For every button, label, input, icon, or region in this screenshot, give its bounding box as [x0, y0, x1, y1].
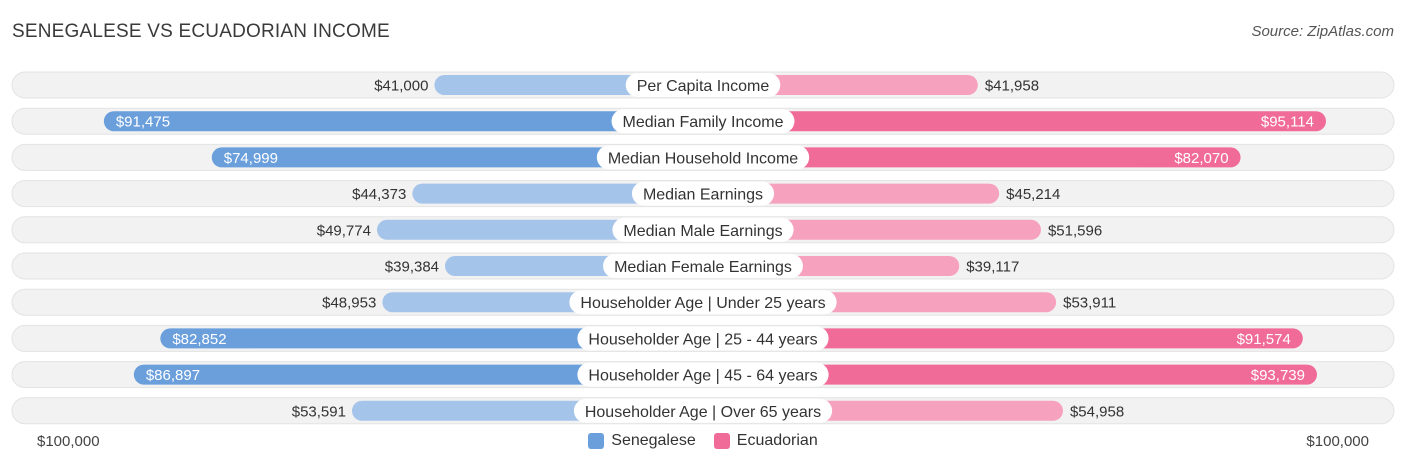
- value-label-ecuadorian-median-female-earnings: $39,117: [966, 259, 1019, 276]
- bar-ecuadorian-median-earnings: [703, 183, 1000, 204]
- value-label-senegalese-median-household-income: $74,999: [224, 150, 278, 167]
- bar-senegalese-householder-age-45-64-years: [133, 364, 703, 385]
- value-label-ecuadorian-median-family-income: $95,114: [1261, 114, 1314, 131]
- legend-label-ecuadorian: Ecuadorian: [736, 432, 818, 449]
- value-label-ecuadorian-median-earnings: $45,214: [1006, 186, 1060, 203]
- value-label-ecuadorian-median-household-income: $82,070: [1174, 150, 1228, 167]
- bar-ecuadorian-householder-age-45-64-years: [703, 364, 1317, 385]
- category-pill-median-earnings: [631, 181, 775, 206]
- value-label-senegalese-householder-age-25-44-years: $82,852: [172, 331, 226, 348]
- value-label-senegalese-per-capita-income: $41,000: [374, 78, 428, 95]
- category-pill-householder-age-over-65-years: [573, 398, 833, 423]
- category-label-median-earnings: Median Earnings: [643, 187, 763, 204]
- category-label-householder-age-over-65-years: Householder Age | Over 65 years: [585, 404, 821, 421]
- bar-ecuadorian-householder-age-25-44-years: [703, 328, 1303, 349]
- value-label-ecuadorian-median-male-earnings: $51,596: [1048, 222, 1102, 239]
- value-label-senegalese-median-family-income: $91,475: [116, 114, 170, 131]
- axis-right-label: $100,000: [1306, 433, 1369, 450]
- category-pill-median-family-income: [611, 109, 795, 134]
- category-label-median-male-earnings: Median Male Earnings: [623, 223, 782, 240]
- category-pill-median-female-earnings: [603, 254, 803, 278]
- category-pill-median-male-earnings: [612, 217, 794, 242]
- legend-item-ecuadorian: Ecuadorian: [713, 432, 818, 450]
- category-pill-householder-age-25-44-years: [577, 326, 829, 351]
- income-chart: $41,000 $41,958 Per Capita Income $91,475 $9…: [11, 71, 1395, 425]
- value-label-ecuadorian-per-capita-income: $41,958: [985, 78, 1039, 95]
- axis-left-label: $100,000: [37, 433, 100, 450]
- legend-swatch-ecuadorian: [713, 433, 730, 449]
- value-label-ecuadorian-householder-age-45-64-years: $93,739: [1251, 367, 1305, 384]
- value-label-senegalese-householder-age-45-64-years: $86,897: [146, 367, 200, 384]
- legend-item-senegalese: Senegalese: [588, 432, 696, 450]
- category-pill-median-household-income: [596, 145, 810, 170]
- category-label-per-capita-income: Per Capita Income: [637, 78, 770, 95]
- category-pill-per-capita-income: [625, 73, 781, 97]
- bar-senegalese-householder-age-25-44-years: [160, 328, 703, 349]
- value-label-senegalese-median-female-earnings: $39,384: [385, 259, 439, 276]
- value-label-ecuadorian-householder-age-under-25-years: $53,911: [1063, 295, 1116, 312]
- source-note: Source: ZipAtlas.com: [1251, 23, 1394, 40]
- category-label-median-female-earnings: Median Female Earnings: [614, 259, 792, 276]
- category-label-median-family-income: Median Family Income: [623, 114, 784, 131]
- bar-senegalese-median-earnings: [412, 183, 703, 204]
- category-label-householder-age-45-64-years: Householder Age | 45 - 64 years: [588, 368, 817, 385]
- value-label-ecuadorian-householder-age-over-65-years: $54,958: [1070, 403, 1124, 420]
- bar-senegalese-median-family-income: [103, 111, 704, 132]
- bar-ecuadorian-median-family-income: [703, 111, 1326, 132]
- legend-label-senegalese: Senegalese: [611, 432, 696, 449]
- value-label-senegalese-median-earnings: $44,373: [352, 186, 406, 203]
- chart-title: SENEGALESE VS ECUADORIAN INCOME: [12, 21, 390, 42]
- category-label-householder-age-25-44-years: Householder Age | 25 - 44 years: [588, 331, 817, 348]
- category-label-householder-age-under-25-years: Householder Age | Under 25 years: [580, 295, 825, 312]
- category-label-median-household-income: Median Household Income: [608, 150, 798, 167]
- value-label-ecuadorian-householder-age-25-44-years: $91,574: [1237, 331, 1291, 348]
- legend-swatch-senegalese: [588, 433, 605, 449]
- category-pill-householder-age-under-25-years: [569, 290, 837, 315]
- legend: Senegalese Ecuadorian: [0, 432, 1406, 450]
- bar-ecuadorian-median-household-income: [703, 147, 1241, 168]
- bar-senegalese-median-household-income: [211, 147, 704, 168]
- value-label-senegalese-householder-age-over-65-years: $53,591: [292, 403, 346, 420]
- category-pill-householder-age-45-64-years: [577, 362, 829, 387]
- value-label-senegalese-householder-age-under-25-years: $48,953: [322, 295, 376, 312]
- value-label-senegalese-median-male-earnings: $49,774: [317, 222, 371, 239]
